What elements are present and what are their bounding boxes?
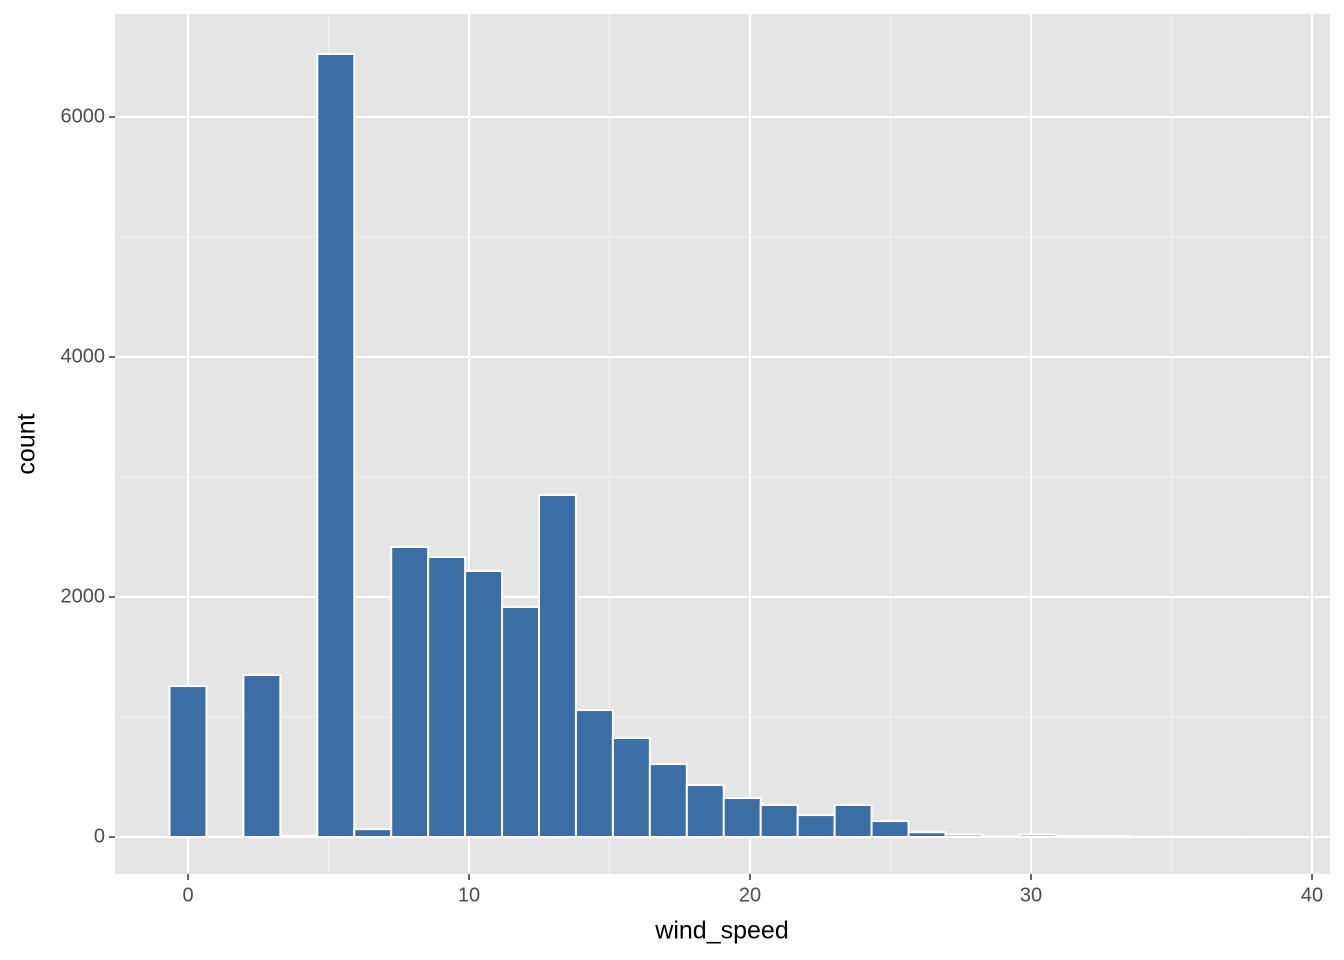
bar — [685, 784, 725, 839]
bar — [427, 556, 467, 839]
bar — [574, 709, 614, 839]
x-tick-label: 0 — [182, 884, 193, 906]
bar — [464, 569, 504, 839]
bar — [611, 737, 651, 839]
bar — [870, 820, 910, 839]
y-axis-title: count — [13, 413, 41, 474]
y-tick-label: 4000 — [61, 345, 106, 367]
bar — [316, 52, 356, 839]
x-tick-label: 40 — [1301, 884, 1323, 906]
x-axis-title: wind_speed — [654, 917, 788, 945]
x-tick-label: 30 — [1020, 884, 1042, 906]
bar — [833, 803, 873, 839]
bar — [279, 834, 319, 839]
bar — [944, 833, 984, 839]
bar — [648, 763, 688, 839]
bar — [796, 814, 836, 839]
bar — [538, 494, 577, 839]
bar — [907, 831, 947, 839]
bar — [1018, 833, 1058, 839]
y-tick-label: 0 — [94, 825, 105, 847]
bar — [981, 835, 1021, 839]
bar — [722, 797, 762, 839]
y-tick-label: 6000 — [61, 105, 106, 127]
bar — [168, 685, 208, 839]
panel — [115, 14, 1330, 874]
x-tick-label: 20 — [739, 884, 761, 906]
bar — [501, 605, 541, 839]
bar — [390, 545, 430, 839]
bar — [242, 674, 282, 839]
bar — [1055, 834, 1095, 839]
x-tick-label: 10 — [458, 884, 480, 906]
bar — [759, 803, 799, 839]
y-tick-label: 2000 — [61, 585, 106, 607]
bar — [353, 828, 393, 839]
bar — [1092, 834, 1132, 839]
